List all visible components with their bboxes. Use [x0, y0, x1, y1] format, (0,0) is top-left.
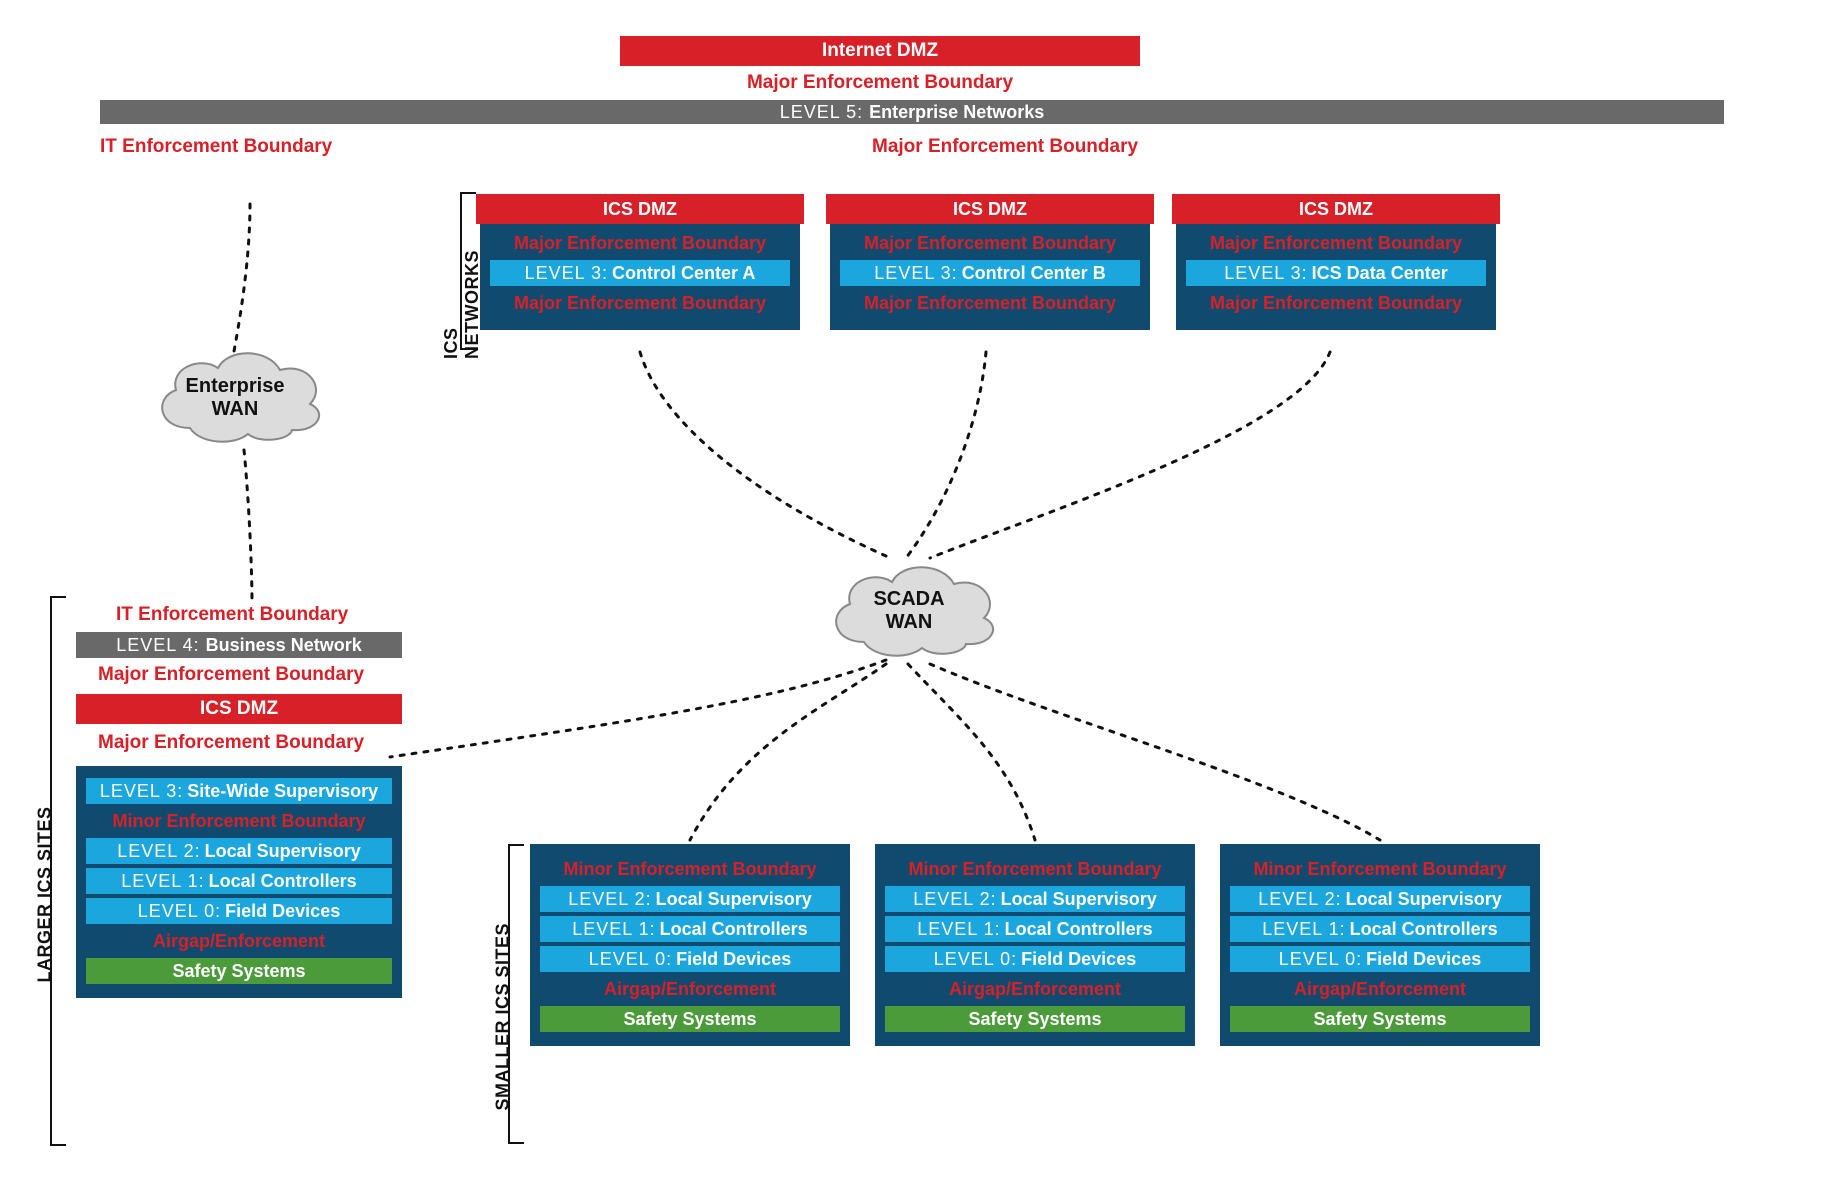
enterprise-wan-cloud: EnterpriseWAN [140, 340, 330, 448]
s2-l1: LEVEL 1:Local Controllers [1230, 916, 1530, 942]
smaller-sites-label: SMALLER ICS SITES [493, 881, 514, 1111]
s0-l2: LEVEL 2:Local Supervisory [540, 886, 840, 912]
meb-0b: Major Enforcement Boundary [490, 290, 790, 316]
diagram-canvas: Internet DMZ Major Enforcement Boundary … [0, 0, 1840, 1184]
ics-network-box-2: ICS DMZ Major Enforcement Boundary LEVEL… [1176, 200, 1496, 330]
smaller-site-1: Minor Enforcement Boundary LEVEL 2:Local… [875, 844, 1195, 1046]
left-major-boundary-2: Major Enforcement Boundary [98, 732, 364, 754]
meb-0a: Major Enforcement Boundary [490, 230, 790, 256]
scada-wan-label: SCADAWAN [873, 580, 944, 634]
level5-label: Enterprise Networks [869, 102, 1044, 123]
scada-wan-cloud: SCADAWAN [814, 552, 1004, 662]
level3-0: LEVEL 3:Control Center A [490, 260, 790, 286]
s0-safety: Safety Systems [540, 1006, 840, 1032]
left-major-boundary-1: Major Enforcement Boundary [98, 664, 364, 686]
left-it-boundary: IT Enforcement Boundary [116, 604, 348, 626]
s2-l2: LEVEL 2:Local Supervisory [1230, 886, 1530, 912]
s2-safety: Safety Systems [1230, 1006, 1530, 1032]
s0-airgap: Airgap/Enforcement [540, 976, 840, 1002]
smaller-site-0: Minor Enforcement Boundary LEVEL 2:Local… [530, 844, 850, 1046]
larger-airgap: Airgap/Enforcement [86, 928, 392, 954]
larger-safety: Safety Systems [86, 958, 392, 984]
s2-l0: LEVEL 0:Field Devices [1230, 946, 1530, 972]
level3-1: LEVEL 3:Control Center B [840, 260, 1140, 286]
s1-airgap: Airgap/Enforcement [885, 976, 1185, 1002]
level3-2: LEVEL 3:ICS Data Center [1186, 260, 1486, 286]
s2-minor: Minor Enforcement Boundary [1230, 856, 1530, 882]
s1-l2: LEVEL 2:Local Supervisory [885, 886, 1185, 912]
ics-dmz-1: ICS DMZ [826, 194, 1154, 224]
ics-network-box-1: ICS DMZ Major Enforcement Boundary LEVEL… [830, 200, 1150, 330]
ics-dmz-0: ICS DMZ [476, 194, 804, 224]
enterprise-wan-label: EnterpriseWAN [186, 367, 285, 421]
meb-2b: Major Enforcement Boundary [1186, 290, 1486, 316]
level4-label: Business Network [206, 635, 362, 656]
s1-minor: Minor Enforcement Boundary [885, 856, 1185, 882]
level5-prefix: LEVEL 5: [780, 102, 863, 123]
s1-l1: LEVEL 1:Local Controllers [885, 916, 1185, 942]
larger-site-block: LEVEL 3:Site-Wide Supervisory Minor Enfo… [76, 766, 402, 998]
ics-network-box-0: ICS DMZ Major Enforcement Boundary LEVEL… [480, 200, 800, 330]
s2-airgap: Airgap/Enforcement [1230, 976, 1530, 1002]
level5-bar: LEVEL 5: Enterprise Networks [100, 100, 1724, 124]
s1-l0: LEVEL 0:Field Devices [885, 946, 1185, 972]
level4-bar: LEVEL 4: Business Network [76, 632, 402, 658]
s0-minor: Minor Enforcement Boundary [540, 856, 840, 882]
meb-1a: Major Enforcement Boundary [840, 230, 1140, 256]
ics-dmz-2: ICS DMZ [1172, 194, 1500, 224]
internet-dmz-bar: Internet DMZ [620, 36, 1140, 66]
top-major-boundary: Major Enforcement Boundary [705, 72, 1055, 94]
larger-minor-boundary: Minor Enforcement Boundary [86, 808, 392, 834]
larger-level2: LEVEL 2:Local Supervisory [86, 838, 392, 864]
it-boundary-left: IT Enforcement Boundary [100, 136, 332, 158]
smaller-site-2: Minor Enforcement Boundary LEVEL 2:Local… [1220, 844, 1540, 1046]
major-boundary-right: Major Enforcement Boundary [872, 136, 1138, 158]
left-ics-dmz: ICS DMZ [76, 694, 402, 724]
level4-prefix: LEVEL 4: [116, 635, 199, 656]
s0-l1: LEVEL 1:Local Controllers [540, 916, 840, 942]
larger-sites-label: LARGER ICS SITES [35, 763, 56, 983]
s0-l0: LEVEL 0:Field Devices [540, 946, 840, 972]
larger-level3: LEVEL 3:Site-Wide Supervisory [86, 778, 392, 804]
meb-1b: Major Enforcement Boundary [840, 290, 1140, 316]
s1-safety: Safety Systems [885, 1006, 1185, 1032]
meb-2a: Major Enforcement Boundary [1186, 230, 1486, 256]
larger-level1: LEVEL 1:Local Controllers [86, 868, 392, 894]
larger-level0: LEVEL 0:Field Devices [86, 898, 392, 924]
